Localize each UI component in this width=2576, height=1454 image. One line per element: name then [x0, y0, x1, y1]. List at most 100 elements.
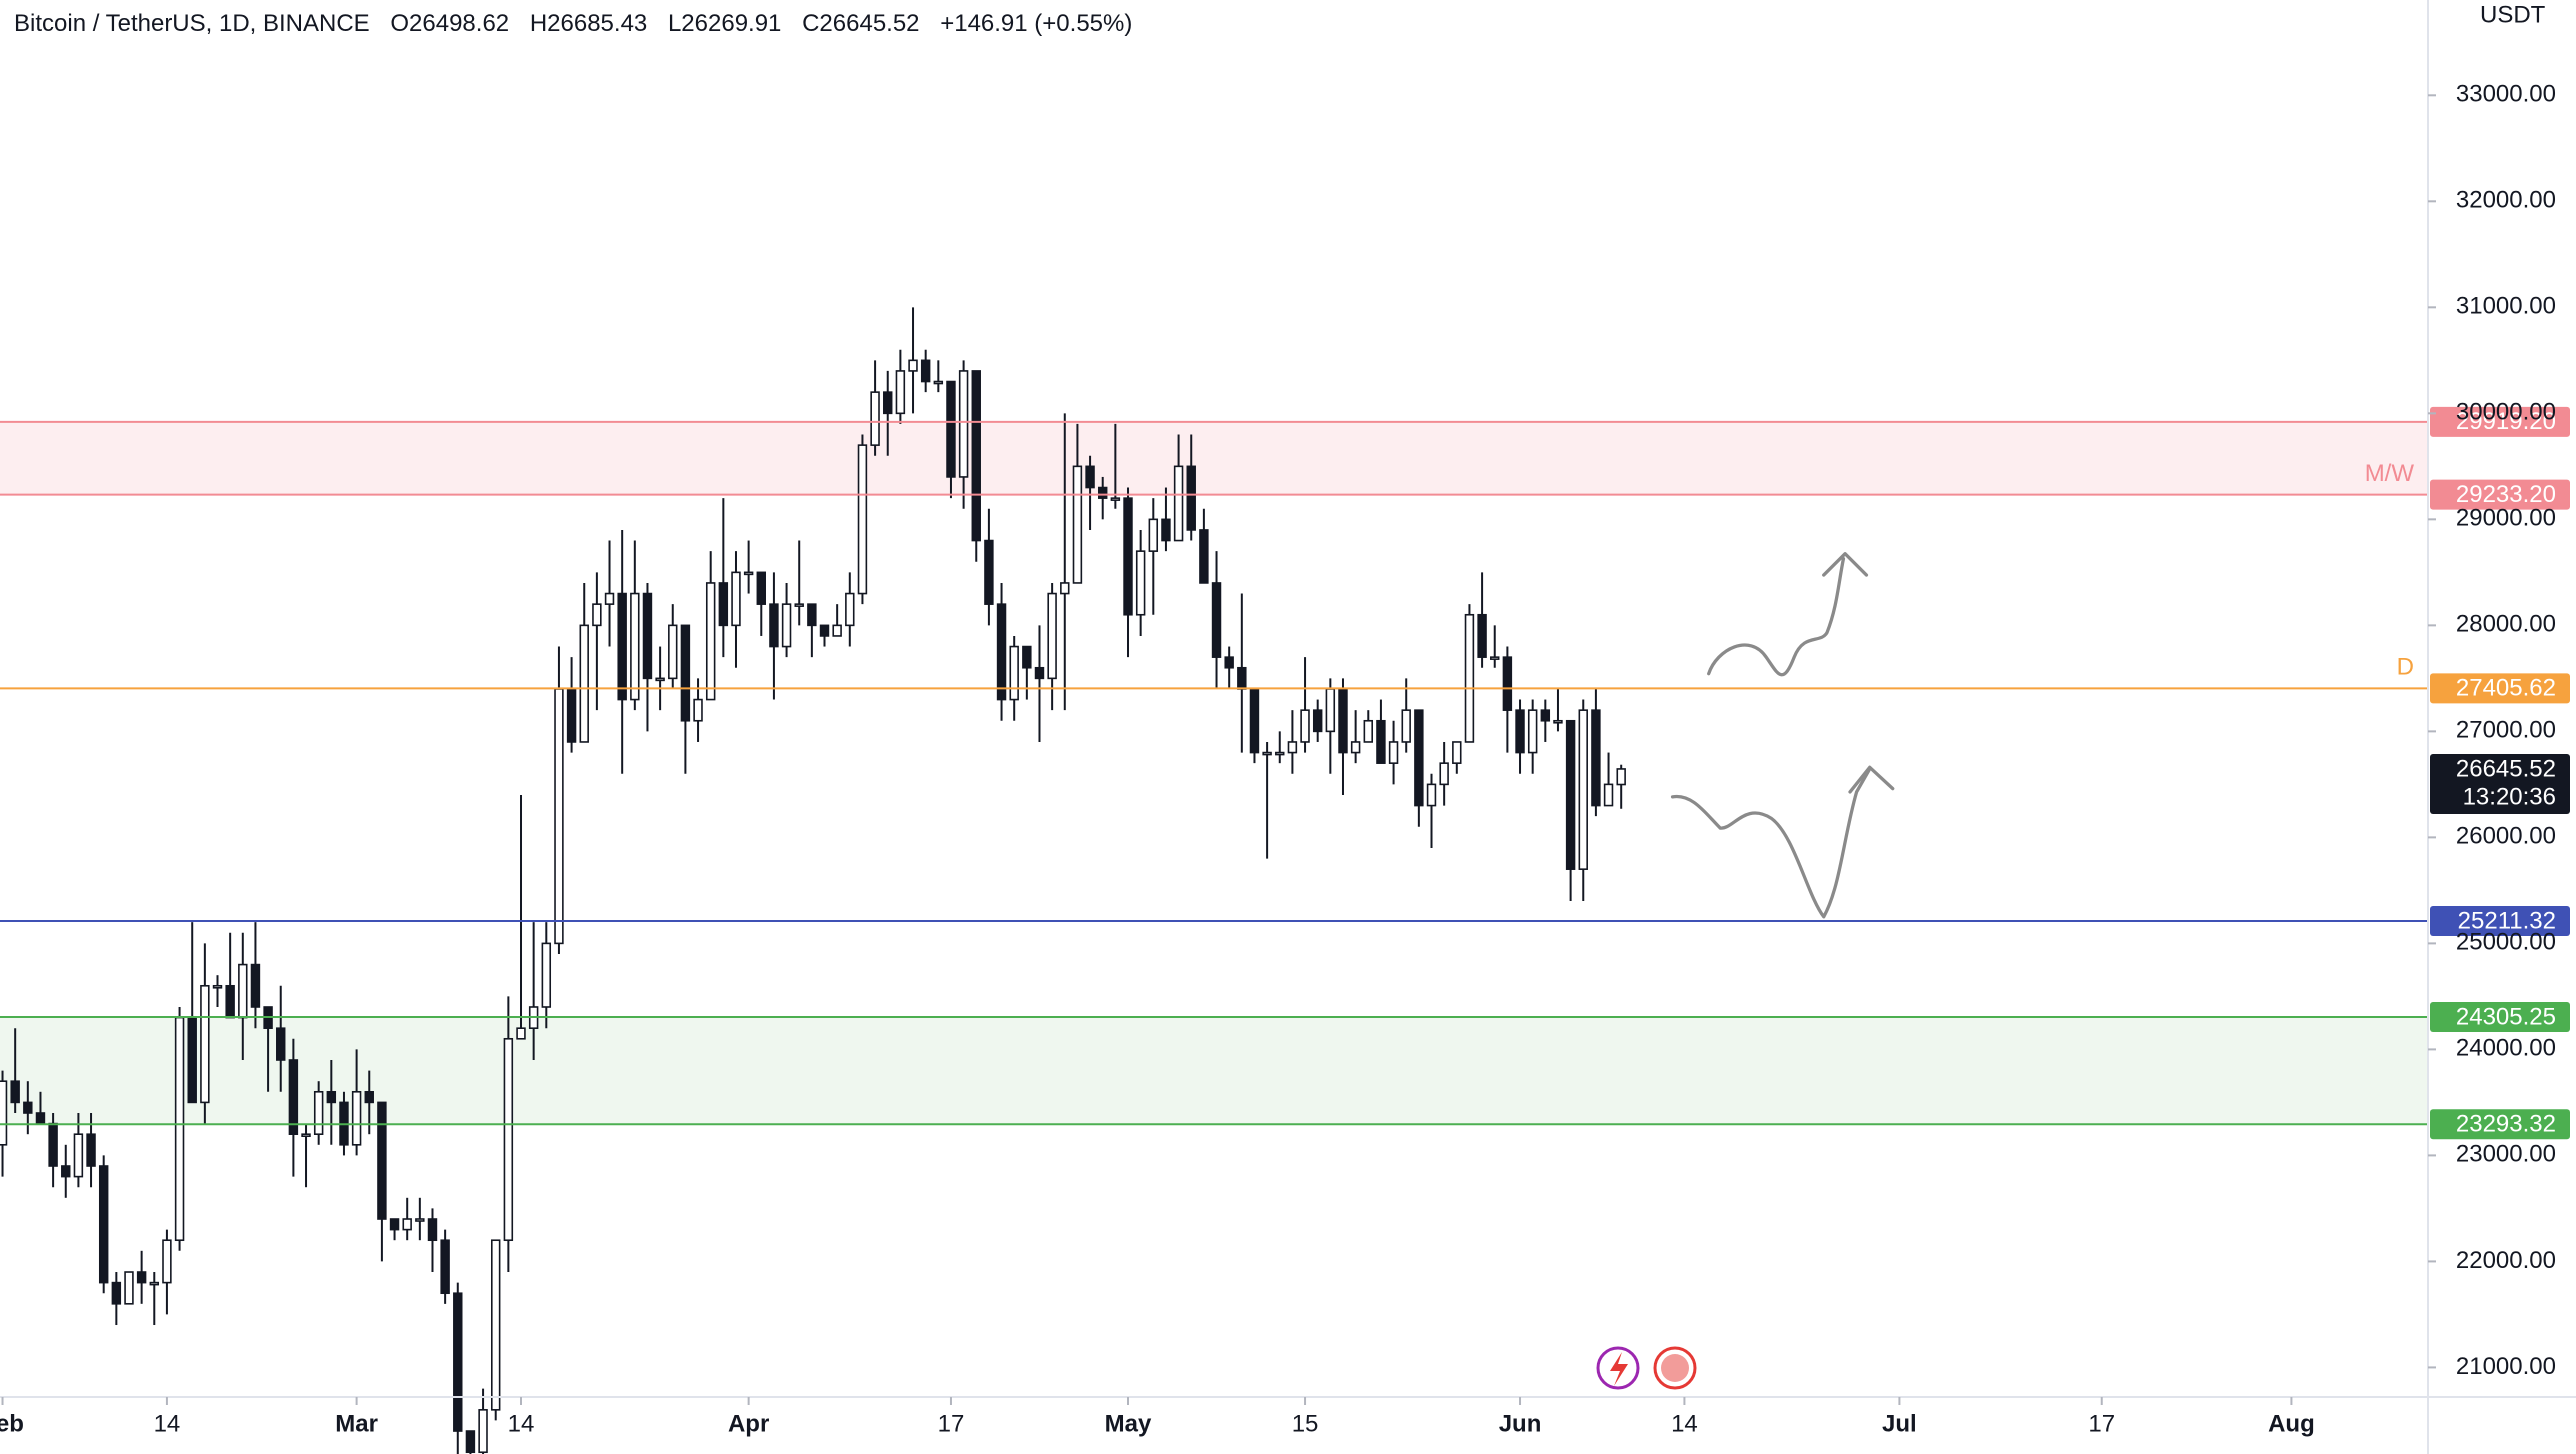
candle-body [756, 571, 766, 605]
level-price-label: 29233.20 [2456, 481, 2556, 508]
x-tick-label: Mar [335, 1410, 378, 1437]
candle-body [389, 1218, 400, 1231]
candle-body [642, 592, 653, 680]
y-tick-label: 33000.00 [2456, 81, 2556, 108]
candle-body [238, 963, 248, 1019]
candle-body [845, 592, 855, 627]
candle-body [10, 1080, 20, 1104]
candle-body [1237, 666, 1247, 690]
arrow-head [1848, 765, 1895, 794]
candle-body [1085, 465, 1095, 489]
current-price-label: 26645.52 [2456, 755, 2556, 782]
candle-body [1591, 709, 1601, 807]
candle-body [503, 1037, 514, 1242]
candle-body [1527, 709, 1538, 754]
candle-body [162, 1239, 172, 1284]
candle-body [465, 1430, 476, 1454]
candle-body [996, 603, 1007, 701]
candle-body [1097, 486, 1108, 499]
candle-body [908, 359, 918, 372]
y-tick-label: 31000.00 [2456, 293, 2556, 320]
candle-body [541, 942, 552, 1008]
candles [0, 307, 1626, 1454]
candle-body [225, 984, 235, 1019]
candle-body [1464, 613, 1475, 743]
candle-body [1262, 751, 1272, 756]
y-tick-label: 27000.00 [2456, 717, 2556, 744]
ohlc-label: H [530, 10, 547, 37]
candle-body [1565, 719, 1576, 870]
candle-body [832, 624, 842, 637]
candle-body [1123, 497, 1133, 616]
candle-body [453, 1292, 463, 1432]
candle-body [1009, 645, 1019, 701]
level-price-box [2430, 905, 2570, 936]
candle-body [1490, 656, 1500, 660]
candle-body [402, 1218, 412, 1231]
candle-body [351, 1090, 362, 1146]
candle-body [124, 1271, 134, 1305]
x-tick-label: Apr [728, 1410, 769, 1437]
candle-body [48, 1122, 58, 1167]
bottom-icons[interactable] [1596, 1346, 1697, 1390]
candle-body [971, 370, 981, 542]
level-price-label: 29919.20 [2456, 408, 2556, 435]
candle-body [1312, 709, 1323, 733]
candle-body [731, 571, 741, 627]
candle-body [781, 603, 792, 648]
level-price-box [2430, 479, 2570, 510]
candle-body [288, 1059, 299, 1136]
ohlc-value: 26645.52 [819, 10, 919, 37]
candle-body [1616, 768, 1626, 786]
level-price-label: 25211.32 [2458, 907, 2556, 934]
candle-body [0, 1080, 8, 1146]
y-tick-label: 25000.00 [2456, 929, 2556, 956]
y-tick-label: 26000.00 [2456, 823, 2556, 850]
arrow-down-up-path [1670, 767, 1872, 919]
x-tick-label: 15 [1292, 1410, 1319, 1437]
candle-body [705, 582, 716, 701]
candle-body [794, 603, 804, 607]
candle-body [364, 1090, 374, 1104]
candle-body [693, 698, 703, 722]
candle-body [174, 1016, 185, 1242]
candle-body [1047, 592, 1057, 680]
candle-body [427, 1218, 438, 1242]
candle-body [718, 582, 729, 627]
candle-body [187, 1016, 197, 1104]
candle-body [1502, 656, 1513, 711]
candle-body [1414, 709, 1424, 807]
candle-body [566, 688, 577, 743]
candle-body [1161, 518, 1171, 542]
candle-body [743, 571, 754, 576]
candle-body [1540, 709, 1551, 722]
candle-body [377, 1101, 387, 1220]
candle-body [617, 592, 627, 701]
candle-body [958, 370, 969, 478]
candle-body [1060, 582, 1070, 595]
candle-body [516, 1027, 526, 1040]
candle-body [440, 1239, 450, 1295]
candle-body [1452, 741, 1462, 764]
axes: 21000.00 22000.00 23000.00 24000.00 25000.00… [0, 81, 2570, 1437]
symbol: Bitcoin / TetherUS, 1D, BINANCE [14, 10, 370, 37]
candle-body [680, 624, 691, 722]
y-tick-label: 32000.00 [2456, 187, 2556, 214]
arrow-head [1822, 552, 1869, 577]
candle-body [1072, 465, 1083, 584]
y-tick-label: 24000.00 [2456, 1035, 2556, 1062]
candle-body [920, 359, 931, 383]
candle-body [1578, 709, 1588, 870]
level-price-label: 24305.25 [2456, 1003, 2556, 1030]
candle-body [857, 444, 868, 595]
candle-body [1249, 688, 1260, 754]
candle-body [1199, 529, 1209, 584]
ohlc-value: 26498.62 [409, 10, 509, 37]
x-tick-label: Aug [2268, 1410, 2315, 1437]
x-tick-label: May [1105, 1410, 1152, 1437]
zones [0, 421, 2428, 1125]
candle-body [1325, 688, 1336, 733]
icon-flag-fill [1661, 1354, 1689, 1382]
x-tick-label: 14 [508, 1410, 535, 1437]
